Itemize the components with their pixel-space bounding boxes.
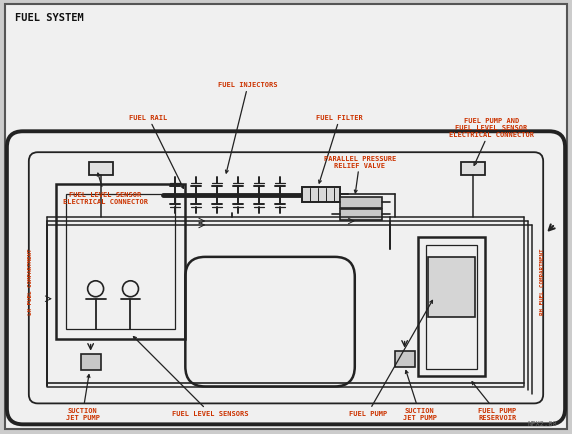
- Text: FUEL FILTER: FUEL FILTER: [316, 115, 363, 184]
- Text: SUCTION
JET PUMP: SUCTION JET PUMP: [403, 371, 436, 420]
- Bar: [340, 210, 382, 220]
- Text: FUEL LEVEL SENSORS: FUEL LEVEL SENSORS: [133, 337, 248, 416]
- Text: SUCTION
JET PUMP: SUCTION JET PUMP: [66, 375, 100, 420]
- Bar: [81, 354, 101, 370]
- Bar: [302, 187, 340, 203]
- Text: FUEL LEVEL SENSOR
ELECTRICAL CONNECTOR: FUEL LEVEL SENSOR ELECTRICAL CONNECTOR: [63, 174, 148, 204]
- Text: FUEL PUMP: FUEL PUMP: [348, 301, 432, 416]
- Text: FUEL RAIL: FUEL RAIL: [129, 115, 184, 189]
- Bar: [462, 163, 486, 176]
- Bar: [426, 245, 478, 368]
- Text: PARALLEL PRESSURE
RELIEF VALVE: PARALLEL PRESSURE RELIEF VALVE: [324, 155, 396, 194]
- Text: FUEL SYSTEM: FUEL SYSTEM: [15, 13, 84, 23]
- Text: RH FUEL COMPARTMENT: RH FUEL COMPARTMENT: [539, 248, 545, 314]
- Bar: [340, 197, 382, 209]
- Bar: [418, 237, 486, 377]
- Text: NPX2.88: NPX2.88: [527, 421, 557, 426]
- Bar: [89, 163, 113, 176]
- Bar: [395, 351, 415, 367]
- Text: FUEL INJECTORS: FUEL INJECTORS: [219, 82, 278, 174]
- Text: FUEL PUMP
RESERVOIR: FUEL PUMP RESERVOIR: [472, 382, 517, 420]
- Text: FUEL PUMP AND
FUEL LEVEL SENSOR
ELECTRICAL CONNECTOR: FUEL PUMP AND FUEL LEVEL SENSOR ELECTRIC…: [449, 118, 534, 166]
- Text: LH FUEL COMPARTMENT: LH FUEL COMPARTMENT: [29, 248, 33, 314]
- Bar: [55, 185, 185, 339]
- Bar: [66, 194, 176, 329]
- Bar: [427, 257, 475, 317]
